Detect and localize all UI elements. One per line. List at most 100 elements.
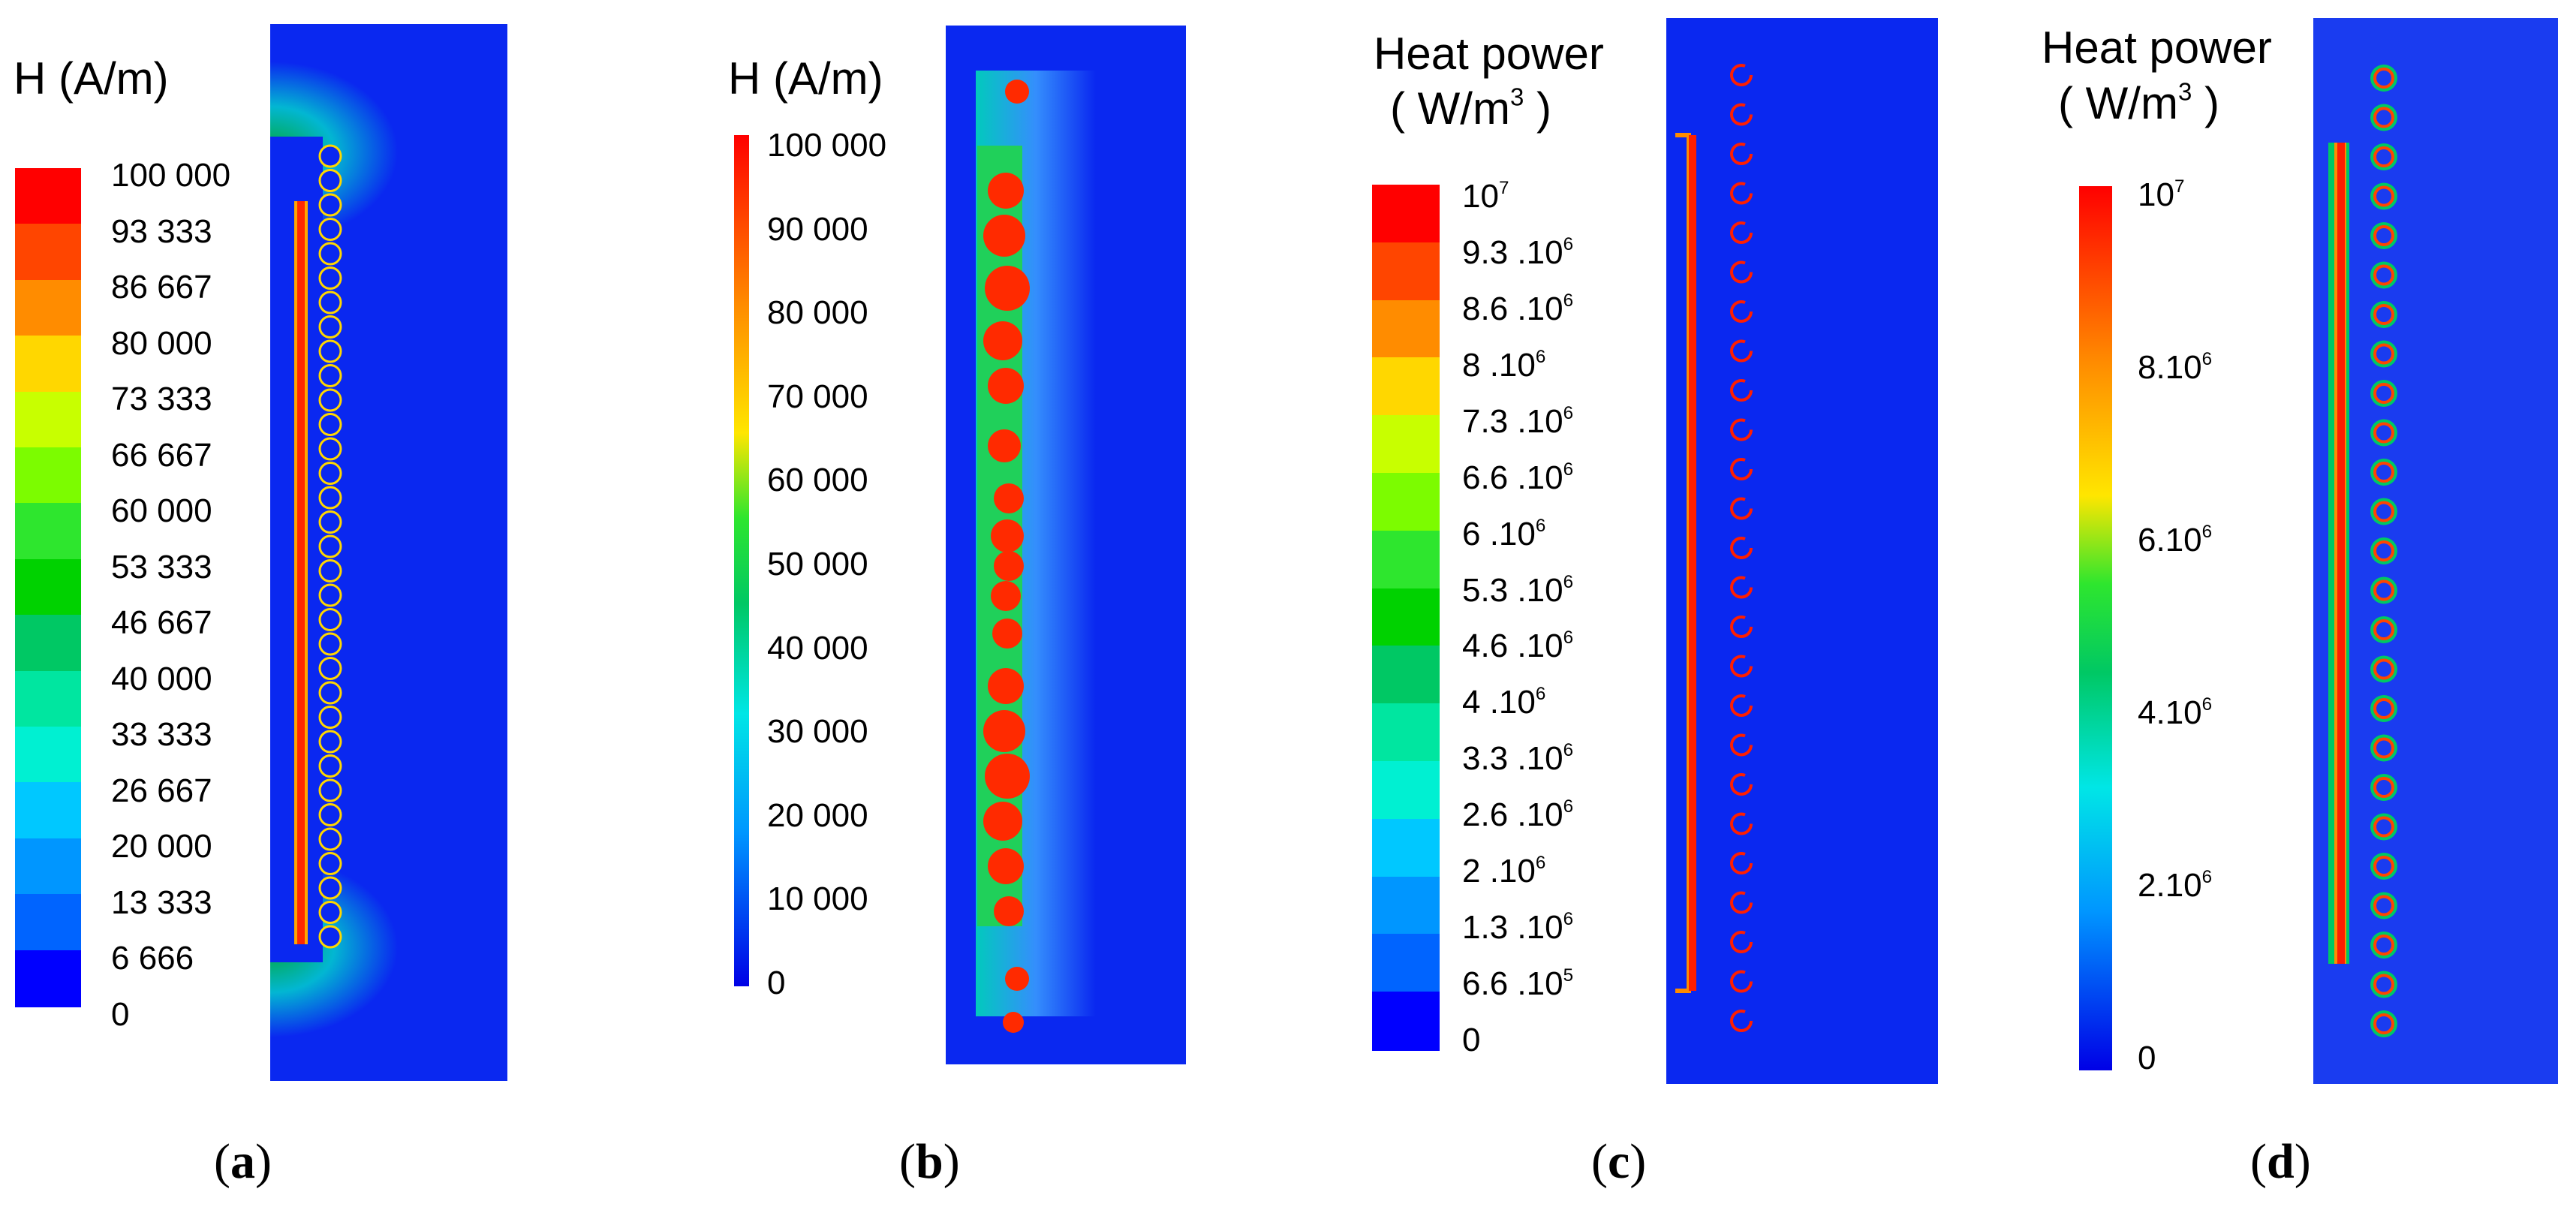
field-plot-c [1666, 18, 1938, 1084]
tick-label: 90 000 [767, 210, 868, 248]
tick-label: 80 000 [767, 294, 868, 332]
coil-turn [2373, 658, 2394, 680]
coil-turn [318, 583, 342, 607]
colorbar-band [1372, 818, 1440, 878]
coil-turn [2373, 895, 2394, 917]
hot-spot [983, 802, 1022, 841]
tick-label: 50 000 [767, 546, 868, 582]
tick-label: 0 [2138, 1040, 2156, 1076]
colorbar-a [15, 168, 81, 1008]
legend-units-c: ( W/m3 ) [1390, 83, 1551, 134]
tick-label: 100 000 [767, 127, 887, 164]
tick-label: 6.106 [2138, 521, 2213, 558]
hot-spot [988, 668, 1024, 704]
colorbar-c [1372, 185, 1440, 1052]
tick-label: 26 667 [111, 772, 212, 809]
tick-label: 6 666 [111, 940, 194, 977]
coil-turn [1730, 300, 1753, 323]
coil-turn [1730, 537, 1753, 559]
coil-turn [1730, 143, 1753, 165]
tick-label: 8 .106 [1462, 346, 1546, 384]
coil-turn [1730, 260, 1753, 284]
colorbar-band [1372, 876, 1440, 936]
coil-turn [318, 827, 342, 851]
colorbar-band [1372, 530, 1440, 590]
panel-c: Heat power ( W/m3 ) 107 9.3 .106 8.6 .106 8… [1186, 0, 1938, 1213]
tick-label: 20 000 [111, 828, 212, 865]
caption-d: (d) [2250, 1134, 2311, 1189]
coil-turn [1730, 182, 1753, 205]
coil-turn [318, 169, 342, 192]
tick-label: 66 667 [111, 436, 212, 474]
colorbar-band [1372, 934, 1440, 994]
coil-turn [2373, 383, 2394, 404]
coil-turn [2373, 304, 2394, 325]
hot-spot [991, 519, 1024, 552]
colorbar-band [15, 279, 81, 338]
legend-title-d: Heat power [2042, 23, 2272, 73]
colorbar-band [15, 224, 81, 282]
tick-label: 9.3 .106 [1462, 233, 1574, 271]
coil-turn [318, 534, 342, 558]
coil-turn [1730, 694, 1753, 717]
legend-title-b: H (A/m) [728, 53, 883, 104]
coil-turn [1730, 970, 1753, 993]
hot-spot [994, 483, 1024, 513]
hot-spot [985, 754, 1030, 799]
hot-spot [992, 619, 1022, 649]
coil-turn [2373, 501, 2394, 522]
hot-spot [1005, 967, 1029, 991]
coil-turn [2373, 343, 2394, 365]
colorbar-band [15, 950, 81, 1008]
coil-turn [2373, 422, 2394, 444]
colorbar-band [1372, 646, 1440, 706]
caption-a: (a) [214, 1134, 272, 1189]
tick-label: 8.6 .106 [1462, 290, 1574, 327]
colorbar-band [1372, 703, 1440, 763]
colorbar-band [1372, 415, 1440, 475]
coil-turn [318, 388, 342, 412]
tick-label: 40 000 [111, 660, 212, 697]
coil-turn [318, 510, 342, 534]
coil-turn [318, 754, 342, 778]
coil-turn [318, 608, 342, 631]
hot-spot [983, 321, 1022, 360]
coil-turn [2373, 579, 2394, 601]
coil-turn [1730, 733, 1753, 757]
hot-spot [983, 710, 1025, 752]
tick-label: 20 000 [767, 796, 868, 834]
tick-label: 0 [767, 965, 786, 1001]
tick-label: 4.6 .106 [1462, 628, 1574, 665]
hot-spot [994, 896, 1024, 926]
colorbar-band [1372, 992, 1440, 1052]
colorbar-band [15, 615, 81, 673]
coil-turn [318, 193, 342, 217]
colorbar-band [15, 558, 81, 617]
hot-spot [991, 581, 1021, 611]
tick-label: 30 000 [767, 713, 868, 751]
hot-spot [988, 173, 1024, 209]
colorbar-band [15, 447, 81, 505]
coil-turn [318, 144, 342, 168]
legend-title-a: H (A/m) [14, 53, 169, 104]
tick-label: 4 .106 [1462, 684, 1546, 721]
coil-turn [2373, 540, 2394, 561]
coil-turn [2373, 816, 2394, 838]
coil-turn [1730, 221, 1753, 244]
coil-turn [318, 437, 342, 461]
tick-label: 40 000 [767, 629, 868, 667]
tick-label: 6.6 .105 [1462, 965, 1574, 1003]
colorbar-band [15, 503, 81, 561]
coil-turn [318, 413, 342, 436]
tick-label: 8.106 [2138, 348, 2213, 386]
hot-spot [988, 429, 1021, 462]
colorbar-band [15, 894, 81, 952]
coil-turn [1730, 497, 1753, 520]
coil-turn [318, 218, 342, 241]
tick-label: 73 333 [111, 381, 212, 418]
coil-turn [318, 730, 342, 754]
tick-label: 53 333 [111, 548, 212, 585]
colorbar-band [15, 782, 81, 841]
tick-label: 60 000 [767, 462, 868, 499]
tick-label: 86 667 [111, 269, 212, 306]
